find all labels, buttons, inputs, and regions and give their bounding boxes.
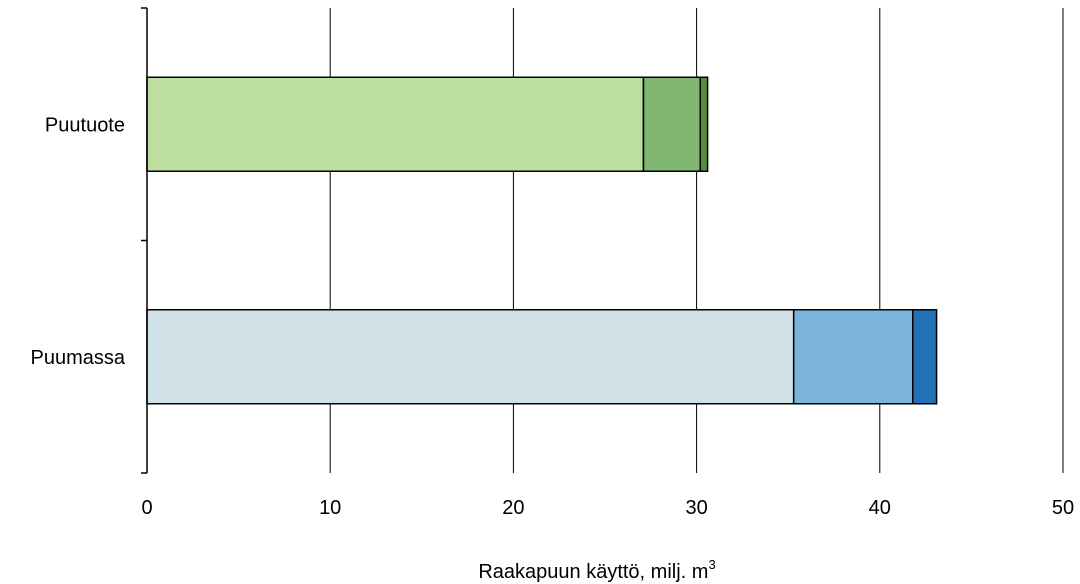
- category-labels: Puutuote Puumassa: [31, 114, 126, 369]
- bar-segment: [912, 309, 938, 405]
- bar-segment: [642, 76, 702, 172]
- category-label: Puutuote: [45, 114, 125, 136]
- category-label: Puumassa: [31, 347, 126, 369]
- x-axis-label-text: Raakapuun käyttö, milj. m: [478, 561, 708, 583]
- bar-segment: [146, 309, 795, 405]
- bar-segment: [146, 76, 645, 172]
- x-tick-label: 50: [1052, 497, 1074, 519]
- x-tick-label: 0: [141, 497, 152, 519]
- x-tick-label: 40: [869, 497, 891, 519]
- category-axis: [141, 7, 148, 474]
- x-tick-label: 30: [685, 497, 707, 519]
- bar-segment: [699, 76, 709, 172]
- x-tick-label: 20: [502, 497, 524, 519]
- x-axis-label-superscript: 3: [708, 557, 715, 572]
- x-tick-labels: 0 10 20 30 40 50: [141, 497, 1074, 519]
- x-tick-label: 10: [319, 497, 341, 519]
- bar-segment: [792, 309, 914, 405]
- x-axis-label: Raakapuun käyttö, milj. m3: [478, 557, 715, 583]
- bars: [146, 76, 938, 405]
